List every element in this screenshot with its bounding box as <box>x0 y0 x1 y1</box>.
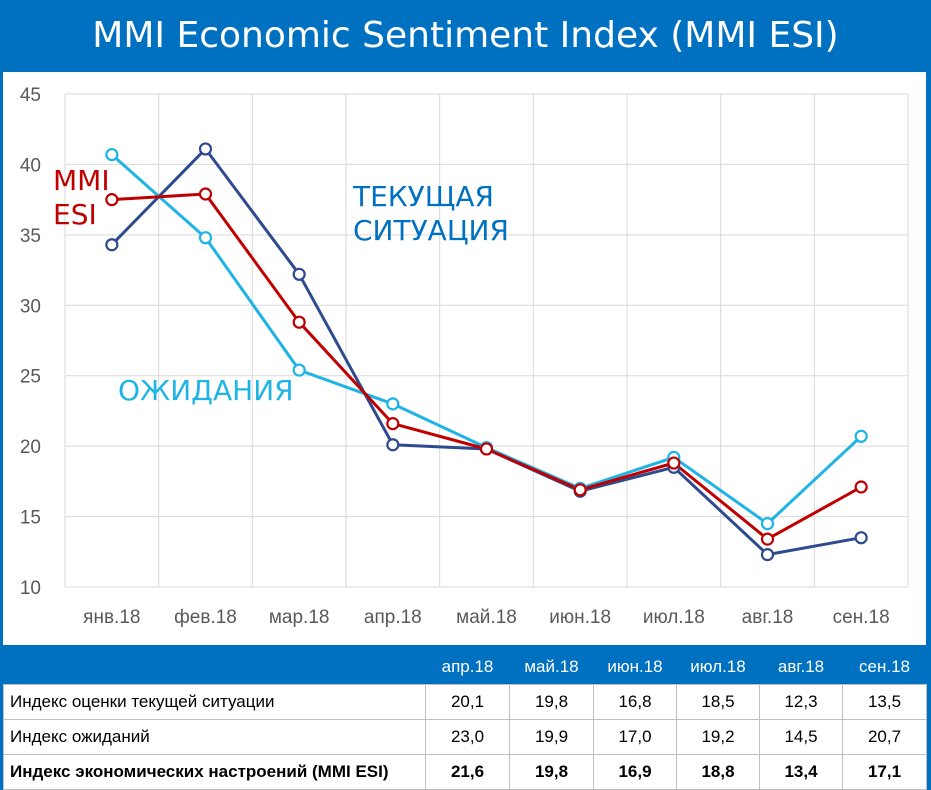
table-cell: 20,1 <box>425 684 510 720</box>
table-cell: 16,8 <box>593 684 677 720</box>
row-label: Индекс ожиданий <box>3 719 426 755</box>
table-cell: 13,5 <box>842 684 927 720</box>
table-cell: 19,2 <box>676 719 760 755</box>
data-point-current <box>854 531 868 545</box>
row-label: Индекс оценки текущей ситуации <box>3 684 426 720</box>
y-tick-label: 35 <box>20 226 41 247</box>
data-point-esi <box>198 187 213 201</box>
table-row: Индекс ожиданий 23,0 19,9 17,0 19,2 14,5… <box>3 719 927 755</box>
data-point-current <box>760 548 775 562</box>
chart-title: MMI Economic Sentiment Index (MMI ESI) <box>92 15 839 56</box>
x-tick-label: июл.18 <box>643 607 705 628</box>
series-label-line: ТЕКУЩАЯ <box>352 180 494 213</box>
y-tick-label: 20 <box>20 437 41 458</box>
series-label-line: ESI <box>53 198 97 231</box>
data-point-esi <box>386 417 400 431</box>
series-label-current: ТЕКУЩАЯ СИТУАЦИЯ <box>352 180 509 247</box>
table-cell: 13,4 <box>759 754 843 790</box>
table-header-corner <box>3 650 426 685</box>
table-row: Индекс оценки текущей ситуации 20,1 19,8… <box>3 684 927 720</box>
table-cell: 12,3 <box>759 684 843 720</box>
table-cell: 19,8 <box>509 684 594 720</box>
y-tick-label: 25 <box>20 367 41 388</box>
table-cell: 20,7 <box>842 719 927 755</box>
data-point-esi <box>105 193 119 207</box>
data-point-expect <box>292 363 306 377</box>
y-tick-label: 30 <box>20 296 41 317</box>
table-cell: 17,1 <box>842 754 927 790</box>
table-cell: 19,8 <box>509 754 594 790</box>
chart-panel: 10 15 20 25 30 35 40 45 янв.18 фев.18 мар.18 апр.18… <box>3 72 926 645</box>
x-tick-label: май.18 <box>456 607 517 628</box>
x-tick-label: янв.18 <box>83 607 140 628</box>
table-cell: 19,9 <box>509 719 594 755</box>
series-label-expect: ОЖИДАНИЯ <box>118 374 294 407</box>
x-tick-label: мар.18 <box>269 607 330 628</box>
series-label-line: ОЖИДАНИЯ <box>118 374 294 407</box>
table-cell: 21,6 <box>425 754 510 790</box>
table-cell: 18,5 <box>676 684 760 720</box>
data-point-expect <box>760 517 775 531</box>
table-cell: 18,8 <box>676 754 760 790</box>
line-chart: 10 15 20 25 30 35 40 45 янв.18 фев.18 мар.18 апр.18… <box>20 85 909 628</box>
x-tick-label: сен.18 <box>833 607 890 628</box>
data-point-esi <box>854 480 868 494</box>
x-tick-label: июн.18 <box>549 607 611 628</box>
data-point-expect <box>198 231 213 245</box>
table-header-row: апр.18 май.18 июн.18 июл.18 авг.18 сен.1… <box>3 650 927 685</box>
data-point-current <box>386 438 400 452</box>
y-tick-label: 45 <box>20 85 41 106</box>
y-tick-label: 40 <box>20 155 41 176</box>
data-point-current <box>292 267 306 281</box>
data-table: апр.18 май.18 июн.18 июл.18 авг.18 сен.1… <box>3 650 927 790</box>
x-tick-label: авг.18 <box>742 607 794 628</box>
table-header-cell: июн.18 <box>593 650 677 685</box>
data-point-current <box>198 142 213 156</box>
data-point-current <box>105 238 119 252</box>
series-label-line: СИТУАЦИЯ <box>353 214 509 247</box>
table-header-cell: апр.18 <box>425 650 510 685</box>
y-tick-label: 15 <box>20 508 41 529</box>
table-header-cell: июл.18 <box>676 650 760 685</box>
data-point-esi <box>573 483 587 497</box>
x-tick-label: апр.18 <box>364 607 422 628</box>
data-point-esi <box>479 442 494 456</box>
table-cell: 23,0 <box>425 719 510 755</box>
data-point-esi <box>760 532 775 546</box>
data-point-esi <box>667 456 681 470</box>
row-label: Индекс экономических настроений (MMI ESI… <box>3 754 426 790</box>
data-point-expect <box>386 397 400 411</box>
table-row: Индекс экономических настроений (MMI ESI… <box>3 754 927 790</box>
data-point-esi <box>292 315 306 329</box>
table-header-cell: авг.18 <box>759 650 843 685</box>
series-label-line: MMI <box>53 164 110 197</box>
table-header-cell: сен.18 <box>842 650 927 685</box>
table-cell: 17,0 <box>593 719 677 755</box>
table-header-cell: май.18 <box>509 650 594 685</box>
x-tick-label: фев.18 <box>174 607 237 628</box>
y-tick-label: 10 <box>20 578 41 599</box>
data-point-expect <box>854 429 868 443</box>
table-cell: 16,9 <box>593 754 677 790</box>
series-label-esi: MMI ESI <box>53 164 110 231</box>
data-point-expect <box>105 147 119 162</box>
table-cell: 14,5 <box>759 719 843 755</box>
